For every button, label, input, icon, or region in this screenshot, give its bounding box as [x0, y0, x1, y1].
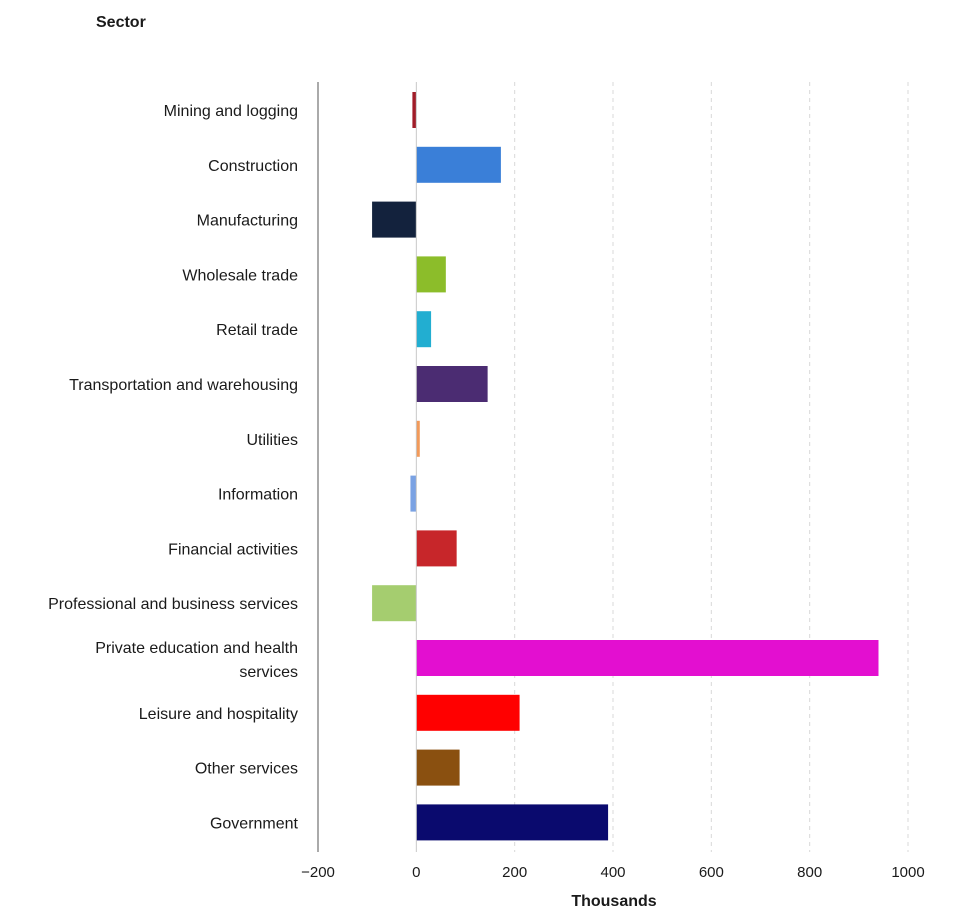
x-tick-labels: −200 0 200 400 600 800 1000	[301, 864, 925, 881]
bar[interactable]	[416, 256, 446, 293]
bar[interactable]	[416, 311, 432, 348]
x-tick-label: 400	[600, 864, 625, 881]
x-tick-label: 1000	[891, 864, 924, 881]
bar[interactable]	[416, 640, 879, 676]
x-tick-label: 0	[412, 864, 420, 881]
category-label: Government	[210, 815, 299, 832]
x-tick-label: −200	[301, 864, 335, 881]
bar[interactable]	[416, 530, 457, 567]
bar[interactable]	[372, 201, 417, 238]
axes	[317, 82, 417, 852]
category-label: Professional and business services	[48, 596, 298, 613]
category-label: Utilities	[246, 432, 298, 449]
bar[interactable]	[416, 749, 460, 786]
category-label: Retail trade	[216, 322, 298, 339]
category-label: Construction	[208, 158, 298, 175]
bar[interactable]	[416, 694, 520, 731]
bar[interactable]	[416, 420, 420, 457]
x-axis-title: Thousands	[571, 893, 656, 910]
category-label: Mining and logging	[164, 103, 298, 120]
category-label: Other services	[195, 761, 298, 778]
category-label: Manufacturing	[197, 213, 298, 230]
category-label: Leisure and hospitality	[139, 706, 298, 723]
category-label: Financial activities	[168, 541, 298, 558]
bar[interactable]	[416, 146, 501, 183]
x-tick-label: 800	[797, 864, 822, 881]
category-label: Wholesale trade	[182, 267, 298, 284]
bar[interactable]	[412, 92, 417, 128]
gridlines	[514, 82, 909, 852]
bar[interactable]	[410, 475, 417, 512]
bar[interactable]	[416, 804, 609, 841]
bar[interactable]	[372, 585, 417, 622]
x-tick-label: 600	[699, 864, 724, 881]
category-labels: Mining and logging Construction Manufactur…	[48, 103, 298, 832]
category-label: Transportation and warehousing	[69, 377, 298, 394]
bar[interactable]	[416, 366, 488, 402]
y-axis-title: Sector	[96, 14, 146, 31]
x-tick-label: 200	[502, 864, 527, 881]
category-label: Information	[218, 487, 298, 504]
category-label: Private education and health services	[95, 640, 298, 681]
bars	[372, 92, 879, 841]
